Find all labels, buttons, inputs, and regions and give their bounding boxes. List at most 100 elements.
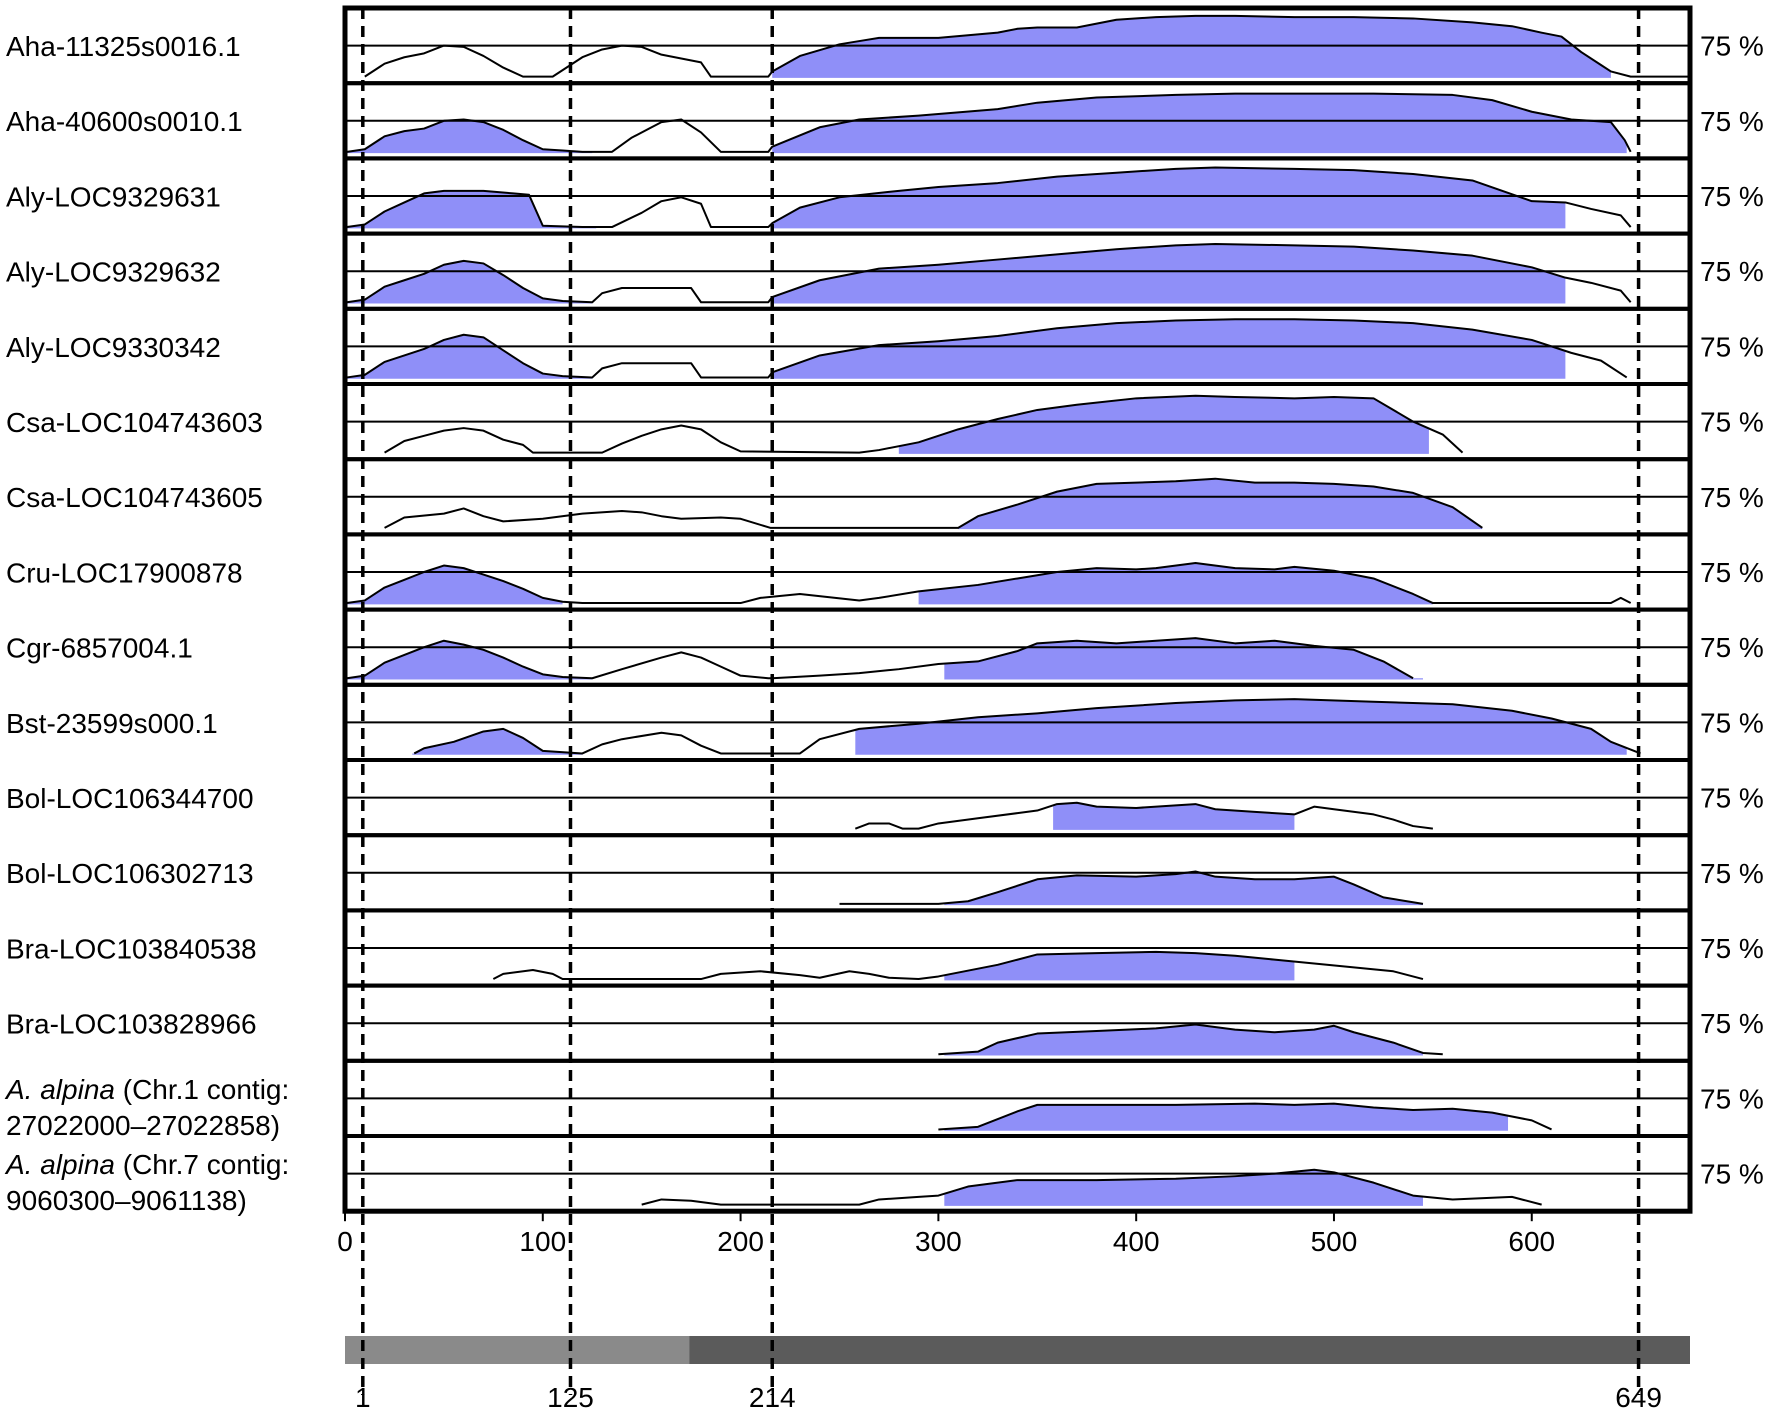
conservation-curve <box>938 1102 1552 1131</box>
domain-segment <box>345 1336 690 1364</box>
conserved-region <box>898 395 1429 454</box>
track-label: A. alpina (Chr.7 contig: <box>4 1149 289 1180</box>
threshold-label: 75 % <box>1700 632 1764 663</box>
conservation-curve <box>384 394 1464 454</box>
conserved-region <box>772 319 1566 379</box>
conservation-curve <box>346 561 1632 605</box>
conservation-curve <box>839 870 1424 905</box>
guide-label: 214 <box>749 1382 796 1413</box>
threshold-label: 75 % <box>1700 256 1764 287</box>
x-tick-label: 200 <box>717 1226 764 1257</box>
x-tick-label: 0 <box>337 1226 353 1257</box>
guide-label: 649 <box>1615 1382 1662 1413</box>
track-label: Bst-23599s000.1 <box>6 708 218 739</box>
conservation-curve <box>938 1023 1443 1056</box>
track-label: Bra-LOC103840538 <box>6 933 257 964</box>
threshold-label: 75 % <box>1700 858 1764 889</box>
conserved-region <box>772 15 1611 78</box>
threshold-label: 75 % <box>1700 707 1764 738</box>
track-1: Aha-11325s0016.1 75 % <box>6 6 1764 86</box>
track-label: Bol-LOC106344700 <box>6 783 254 814</box>
track-label: Aly-LOC9330342 <box>6 332 221 363</box>
threshold-label: 75 % <box>1700 557 1764 588</box>
track-15: A. alpina (Chr.1 contig: 27022000–2702285… <box>4 1058 1764 1141</box>
domain-bar <box>345 1336 1690 1364</box>
track-8: Cru-LOC17900878 75 % <box>6 532 1764 612</box>
conservation-curve <box>413 698 1641 755</box>
threshold-label: 75 % <box>1700 1159 1764 1190</box>
guide-label: 125 <box>547 1382 594 1413</box>
conservation-curve <box>346 318 1628 379</box>
conserved-region <box>944 1024 1423 1056</box>
track-label: 27022000–27022858) <box>6 1110 280 1141</box>
conserved-region <box>412 728 583 755</box>
conserved-region <box>944 1169 1423 1206</box>
conservation-curve <box>364 14 1690 78</box>
track-5: Aly-LOC9330342 75 % <box>6 306 1764 386</box>
track-12: Bol-LOC106302713 75 % <box>6 833 1764 913</box>
track-16: A. alpina (Chr.7 contig: 9060300–9061138)… <box>4 1134 1764 1216</box>
conserved-region <box>918 562 1433 605</box>
track-label: Bra-LOC103828966 <box>6 1009 257 1040</box>
conserved-region <box>1053 802 1295 830</box>
track-label: A. alpina (Chr.1 contig: <box>4 1074 289 1105</box>
track-label: Aly-LOC9329631 <box>6 181 221 212</box>
conservation-curve <box>492 950 1424 981</box>
x-tick-label: 600 <box>1508 1226 1555 1257</box>
conserved-region <box>772 93 1627 154</box>
track-label: Aha-40600s0010.1 <box>6 106 243 137</box>
track-2: Aha-40600s0010.1 75 % <box>6 81 1764 161</box>
x-tick-label: 300 <box>915 1226 962 1257</box>
conserved-region <box>772 167 1566 229</box>
conservation-curve <box>346 166 1632 229</box>
track-7: Csa-LOC104743605 75 % <box>6 457 1764 537</box>
conservation-curve <box>346 243 1632 304</box>
track-label: Csa-LOC104743605 <box>6 482 263 513</box>
conservation-curve <box>384 477 1483 529</box>
track-11: Bol-LOC106344700 75 % <box>6 758 1764 838</box>
track-label: Cru-LOC17900878 <box>6 557 243 588</box>
threshold-label: 75 % <box>1700 783 1764 814</box>
track-6: Csa-LOC104743603 75 % <box>6 382 1764 462</box>
conserved-region <box>944 871 1423 906</box>
threshold-label: 75 % <box>1700 933 1764 964</box>
threshold-label: 75 % <box>1700 1083 1764 1114</box>
x-tick-label: 100 <box>519 1226 566 1257</box>
track-label: Aly-LOC9329632 <box>6 257 221 288</box>
x-axis: 0 100 200 300 400 500 600 <box>337 1211 1555 1257</box>
x-tick-label: 400 <box>1113 1226 1160 1257</box>
threshold-label: 75 % <box>1700 482 1764 513</box>
conserved-region <box>944 951 1295 981</box>
threshold-label: 75 % <box>1700 181 1764 212</box>
conservation-curve <box>641 1168 1542 1206</box>
threshold-label: 75 % <box>1700 1008 1764 1039</box>
conserved-region <box>958 478 1483 530</box>
track-13: Bra-LOC103840538 75 % <box>6 908 1764 988</box>
track-4: Aly-LOC9329632 75 % <box>6 231 1764 311</box>
conservation-curve <box>854 801 1433 830</box>
track-3: Aly-LOC9329631 75 % <box>6 156 1764 236</box>
x-tick-label: 500 <box>1311 1226 1358 1257</box>
threshold-label: 75 % <box>1700 407 1764 438</box>
conserved-region <box>944 1103 1509 1131</box>
conserved-region <box>855 699 1627 755</box>
threshold-label: 75 % <box>1700 331 1764 362</box>
track-label: 9060300–9061138) <box>6 1185 247 1216</box>
track-14: Bra-LOC103828966 75 % <box>6 983 1764 1063</box>
track-10: Bst-23599s000.1 75 % <box>6 682 1764 762</box>
conservation-curve <box>346 92 1632 153</box>
track-9: Cgr-6857004.1 75 % <box>6 607 1764 687</box>
track-label: Aha-11325s0016.1 <box>6 31 241 62</box>
track-label: Bol-LOC106302713 <box>6 858 254 889</box>
plot-frame <box>342 5 1693 1214</box>
threshold-label: 75 % <box>1700 106 1764 137</box>
threshold-label: 75 % <box>1700 31 1764 62</box>
conservation-curve <box>346 637 1414 680</box>
conserved-region <box>346 334 593 379</box>
conserved-region <box>772 244 1566 304</box>
conserved-region <box>346 260 593 304</box>
conserved-region <box>944 638 1423 680</box>
domain-segment <box>689 1336 1690 1364</box>
